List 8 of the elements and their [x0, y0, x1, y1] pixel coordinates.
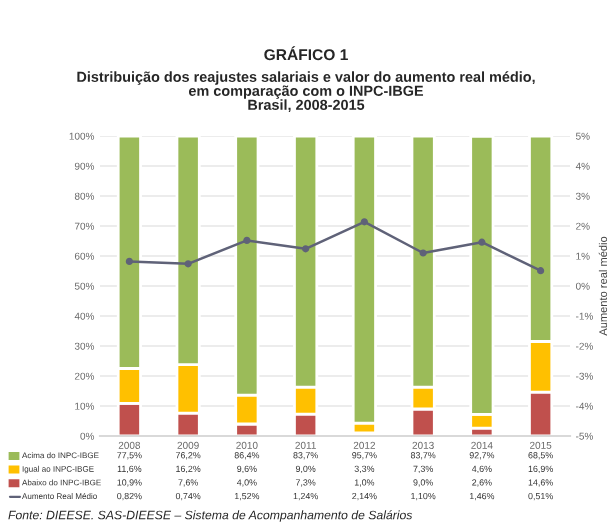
point: [302, 245, 310, 253]
point: [478, 238, 486, 246]
point: [360, 218, 368, 226]
point: [184, 260, 192, 268]
point: [537, 267, 545, 275]
point: [243, 236, 251, 245]
point: [419, 249, 427, 257]
point: [125, 257, 133, 266]
